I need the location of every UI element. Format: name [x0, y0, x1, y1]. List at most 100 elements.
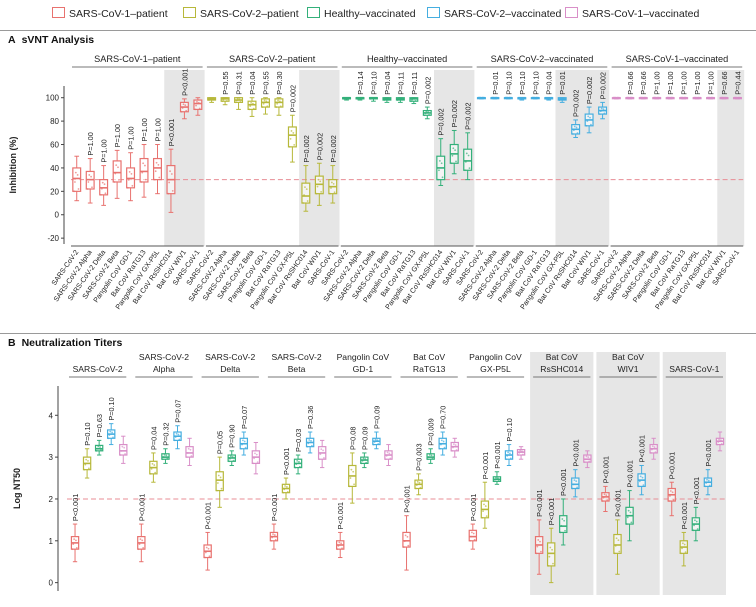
p-value-label: P<0.001	[403, 485, 412, 512]
box-point	[252, 102, 254, 105]
box-point	[74, 171, 77, 174]
p-value-label: P<0.001	[167, 119, 176, 146]
virus-title: SARS-CoV-2	[139, 352, 189, 362]
box-point	[415, 484, 418, 487]
box-point	[229, 457, 231, 460]
legend-label: Healthy–vaccinated	[324, 8, 416, 20]
box-point	[337, 544, 340, 547]
box-point	[211, 97, 214, 100]
box-point	[292, 132, 295, 134]
box-point	[373, 441, 376, 443]
box	[414, 473, 423, 496]
box-point	[410, 100, 413, 103]
box	[409, 97, 419, 105]
box-point	[482, 96, 485, 99]
box	[598, 101, 608, 120]
p-value-label: P=1.00	[86, 132, 95, 155]
y-tick-label: 80	[50, 117, 59, 126]
box	[166, 148, 176, 213]
box-point	[471, 531, 473, 534]
box-point	[548, 555, 551, 558]
p-value-label: P=0.05	[216, 431, 225, 454]
box	[179, 98, 189, 120]
box-point	[497, 480, 500, 482]
box	[382, 97, 392, 103]
legend-label: SARS-CoV-1–vaccinated	[582, 8, 700, 20]
y-tick-label: 40	[50, 164, 59, 173]
box-point	[650, 448, 653, 451]
box-point	[404, 534, 407, 537]
box-point	[74, 181, 76, 183]
box-iqr	[193, 99, 203, 111]
box-point	[535, 552, 538, 555]
box-point	[605, 494, 608, 497]
box-point	[307, 442, 310, 445]
box-point	[603, 112, 606, 115]
box-iqr	[571, 477, 580, 490]
box-point	[261, 106, 264, 108]
box-point	[165, 454, 168, 457]
box	[652, 96, 662, 100]
box-point	[427, 111, 430, 113]
box-point	[479, 96, 482, 99]
box-point	[438, 169, 440, 172]
box-point	[668, 96, 671, 99]
p-value-label: P=0.09	[360, 427, 369, 450]
box-point	[330, 181, 333, 184]
box-point	[707, 479, 710, 482]
box-point	[185, 456, 188, 459]
box	[449, 129, 459, 175]
box-point	[223, 97, 226, 100]
box-point	[588, 460, 591, 463]
box-point	[341, 547, 343, 550]
box-point	[669, 495, 671, 497]
box-point	[285, 485, 288, 488]
box	[203, 531, 212, 571]
box-point	[124, 453, 126, 455]
box	[649, 437, 658, 460]
virus-title: SARS-CoV-2	[73, 364, 123, 374]
box-point	[505, 458, 508, 461]
box-point	[320, 191, 323, 193]
box-point	[587, 115, 590, 118]
p-value-label: P=0.10	[83, 422, 92, 445]
box-point	[562, 97, 564, 100]
box-point	[680, 552, 682, 555]
box-point	[584, 458, 587, 461]
shaded-region	[530, 352, 594, 595]
subpanel-title: SARS-CoV-1–patient	[94, 54, 181, 64]
box	[625, 490, 634, 542]
p-value-label: P=0.70	[439, 406, 448, 429]
box-point	[153, 464, 156, 466]
box	[355, 96, 365, 101]
box-point	[205, 546, 208, 549]
box-point	[719, 439, 722, 442]
box	[301, 165, 311, 212]
box	[317, 439, 327, 469]
box-point	[599, 110, 602, 113]
box-point	[187, 447, 190, 450]
box-point	[252, 462, 255, 465]
box-point	[117, 166, 119, 169]
p-value-label: P<0.001	[668, 452, 677, 479]
box	[251, 441, 261, 475]
box-point	[104, 192, 107, 195]
box-point	[443, 446, 446, 449]
box-point	[672, 498, 675, 501]
box-point	[256, 461, 259, 464]
box	[239, 431, 249, 456]
box-point	[238, 98, 241, 101]
box-point	[452, 443, 455, 446]
box-point	[576, 486, 579, 489]
box-point	[618, 550, 621, 553]
box	[287, 114, 297, 163]
box-point	[310, 439, 312, 442]
shaded-region	[596, 352, 660, 595]
box-point	[302, 202, 305, 204]
p-value-label: P=0.002	[464, 102, 473, 129]
box-point	[317, 178, 320, 181]
box-point	[308, 439, 311, 441]
box	[571, 469, 580, 498]
p-value-label: P=0.002	[450, 100, 459, 127]
box-point	[144, 164, 146, 167]
